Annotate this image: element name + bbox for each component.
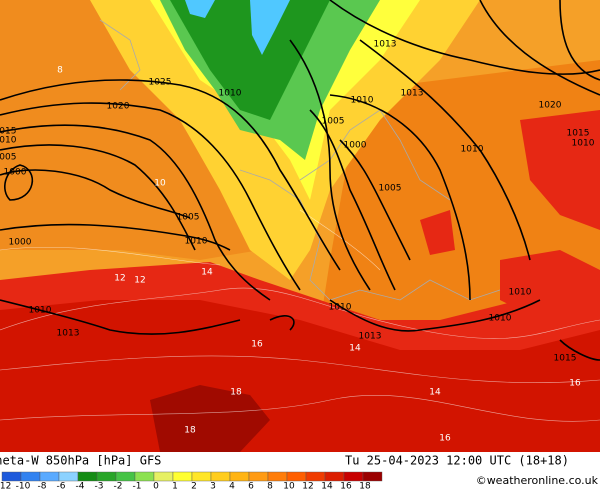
isobar-label: 1010 — [219, 89, 242, 99]
theta-label: 14 — [429, 388, 441, 398]
colorbar-tick-label: 8 — [267, 482, 273, 490]
colorbar-tick-label: 10 — [283, 482, 295, 490]
colorbar-tick-label: -2 — [114, 482, 123, 490]
theta-label: 16 — [251, 340, 263, 350]
colorbar-tick-label: -4 — [76, 482, 85, 490]
colorbar-swatch — [324, 471, 345, 482]
theta-label: 12 — [134, 276, 145, 286]
isobar-label: 1010 — [0, 136, 17, 146]
isobar-label: 1000 — [9, 238, 32, 248]
map-title: Theta-W 850hPa [hPa] GFS — [0, 454, 161, 468]
isobar-label: 1010 — [29, 306, 52, 316]
theta-label: 14 — [201, 268, 213, 278]
colorbar-tick-label: 0 — [153, 482, 159, 490]
colorbar-swatch — [172, 471, 193, 482]
colorbar-tick-label: 3 — [210, 482, 216, 490]
colorbar-tick-label: 14 — [321, 482, 333, 490]
isobars — [0, 0, 600, 361]
colorbar-swatch — [267, 471, 288, 482]
field-red-e — [500, 250, 600, 330]
isobar-label: 1010 — [461, 145, 484, 155]
colorbar-swatch — [96, 471, 117, 482]
isobar-label: 1005 — [379, 184, 402, 194]
isobar-label: 1005 — [322, 117, 345, 127]
field-red-spot — [420, 210, 455, 255]
theta-label: 18 — [184, 426, 196, 436]
colorbar-tick-label: 1 — [172, 482, 178, 490]
isobar-label: 1005 — [0, 153, 16, 163]
isobar-label: 1025 — [149, 78, 172, 88]
isobar-label: 1015 — [567, 129, 590, 139]
colorbar-swatch — [191, 471, 212, 482]
isobar-label: 1013 — [359, 332, 382, 342]
colorbar-swatch — [20, 471, 41, 482]
isobar-label: 1000 — [4, 168, 27, 178]
isobar-label: 1015 — [554, 354, 577, 364]
colorbar-tick-label: -3 — [95, 482, 104, 490]
isobar-label: 1010 — [489, 314, 512, 324]
isobar-label: 1013 — [57, 329, 80, 339]
colorbar-tick-label: 16 — [340, 482, 352, 490]
theta-label: 18 — [230, 388, 242, 398]
colorbar-swatch — [58, 471, 79, 482]
colorbar-swatch — [115, 471, 136, 482]
colorbar-swatch — [1, 471, 22, 482]
colorbar-swatch — [248, 471, 269, 482]
colorbar-tick-label: -8 — [38, 482, 47, 490]
field-green-dark — [170, 0, 330, 120]
map-datetime: Tu 25-04-2023 12:00 UTC (18+18) — [345, 454, 569, 468]
isobar-label: 1010 — [572, 139, 595, 149]
colorbar-swatch — [77, 471, 98, 482]
colorbar-tick-label: 2 — [191, 482, 197, 490]
isobar-label: 1013 — [401, 89, 424, 99]
colorbar-tick-label: 18 — [359, 482, 371, 490]
isobar-label: 1010 — [509, 288, 532, 298]
isobar-label: 1010 — [185, 237, 208, 247]
colorbar-tick-label: 6 — [248, 482, 254, 490]
colorbar-tick-label: -6 — [57, 482, 66, 490]
field-red-ne — [520, 110, 600, 230]
theta-label: 16 — [439, 434, 451, 444]
colorbar-swatch — [286, 471, 307, 482]
colorbar-swatch — [153, 471, 174, 482]
colorbar-swatch — [39, 471, 60, 482]
isobar-label: 1015 — [0, 127, 16, 137]
theta-label: 8 — [57, 66, 63, 76]
colorbar-tick-label: -1 — [133, 482, 142, 490]
map-area: 1025102010151010100510001005101010001005… — [0, 0, 600, 452]
colorbar-swatch — [305, 471, 326, 482]
colorbar-swatch — [362, 471, 383, 482]
isobar-label: 1020 — [107, 102, 130, 112]
colorbar-tick-label: 4 — [229, 482, 235, 490]
colorbar-swatch — [343, 471, 364, 482]
credit: ©weatheronline.co.uk — [476, 474, 599, 487]
theta-label: 12 — [114, 274, 125, 284]
isobar-label: 1020 — [539, 101, 562, 111]
isobar-label: 1010 — [329, 303, 352, 313]
theta-label: 10 — [154, 179, 166, 189]
colorbar-swatch — [210, 471, 231, 482]
field-dark-red — [150, 385, 270, 452]
field-cyan-small — [185, 0, 215, 18]
theta-label: 14 — [349, 344, 361, 354]
colorbar-tick-label: 12 — [302, 482, 313, 490]
colorbar-swatch — [134, 471, 155, 482]
colorbar-tick-label: -12 — [0, 482, 11, 490]
isobar-label: 1000 — [344, 141, 367, 151]
theta-label: 16 — [569, 379, 581, 389]
isobar-label: 1010 — [351, 96, 374, 106]
field-cyan — [250, 0, 290, 55]
colorbar-tick-label: -10 — [16, 482, 31, 490]
isobar-label: 1013 — [374, 40, 397, 50]
colorbar-swatch — [229, 471, 250, 482]
isobar-label: 1005 — [177, 213, 200, 223]
